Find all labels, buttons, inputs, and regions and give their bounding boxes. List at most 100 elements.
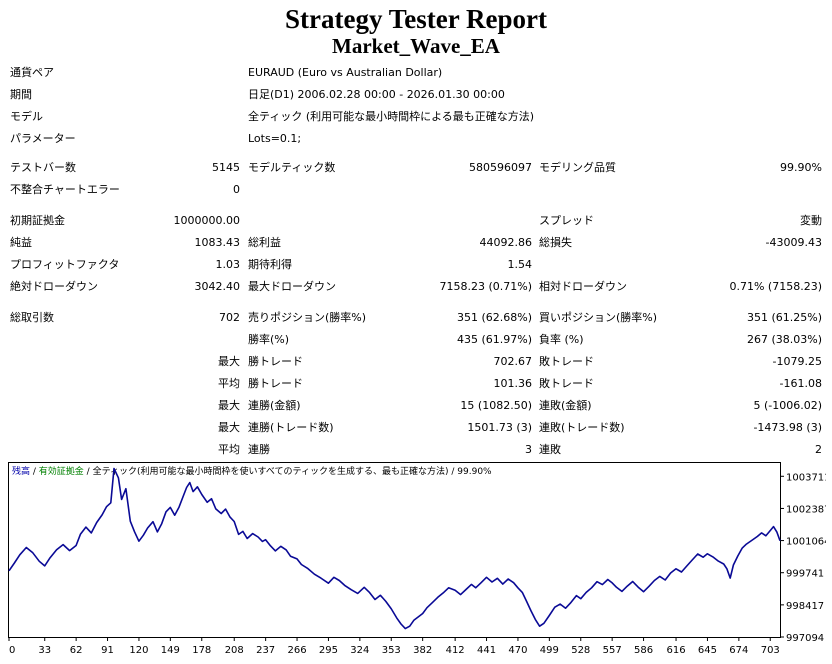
x-tick-label: 353 [382,645,401,656]
x-tick-label: 674 [729,645,748,656]
absolute-drawdown-value: 3042.40 [194,280,241,293]
x-tick-label: 586 [634,645,653,656]
maximal-label: 最大 [218,421,240,434]
x-tick-label: 324 [350,645,369,656]
average-consecutive-label: 平均 [218,443,240,456]
balance-chart-svg: 残高 / 有効証拠金 / 全ティック(利用可能な最小時間枠を使いすべてのティック… [8,462,831,656]
model-value: 全ティック (利用可能な最小時間枠による最も正確な方法) [248,110,535,123]
long-positions-label: 買いポジション(勝率%) [539,311,658,324]
initial-deposit-label: 初期証拠金 [10,214,65,227]
chart-legend: 残高 / 有効証拠金 / 全ティック(利用可能な最小時間枠を使いすべてのティック… [12,465,492,477]
x-tick-label: 470 [508,645,527,656]
legend-model: 全ティック(利用可能な最小時間枠を使いすべてのティックを生成する、最も正確な方法… [93,465,449,477]
ticks-label: モデルティック数 [248,161,336,174]
x-tick-label: 382 [413,645,432,656]
profit-factor-value: 1.03 [215,258,241,271]
ticks-value: 580596097 [469,161,532,174]
maximal-drawdown-value: 7158.23 (0.71%) [439,280,532,293]
x-tick-label: 412 [446,645,465,656]
plot-frame [8,462,781,638]
largest-label: 最大 [218,355,240,368]
period-label: 期間 [10,88,32,101]
x-tick-label: 62 [70,645,83,656]
model-label: モデル [10,110,43,123]
average-consecutive-losses-label: 連敗 [539,443,561,456]
symbol-value: EURAUD (Euro vs Australian Dollar) [248,66,443,79]
legend-quality: 99.90% [457,467,492,477]
profit-factor-label: プロフィットファクタ [10,258,120,271]
x-tick-label: 295 [319,645,338,656]
x-tick-label: 645 [698,645,717,656]
modeling-quality-value: 99.90% [780,161,822,174]
spread-label: スプレッド [539,214,594,227]
largest-profit-trade-value: 702.67 [493,355,533,368]
largest-loss-trade-value: -1079.25 [772,355,822,368]
x-tick-label: 0 [9,645,15,656]
y-tick-label: 997094 [786,633,824,644]
x-tick-label: 557 [603,645,622,656]
mismatch-errors-value: 0 [233,183,240,196]
x-tick-label: 528 [571,645,590,656]
x-tick-label: 208 [225,645,244,656]
largest-loss-trade-label: 敗トレード [539,355,594,368]
average-consecutive-losses-value: 2 [815,443,822,456]
maximal-consecutive-profit-value: 1501.73 (3) [467,421,532,434]
net-profit-value: 1083.43 [194,236,241,249]
average-profit-trade-label: 勝トレード [248,377,303,390]
average-consecutive-wins-label: 連勝 [248,443,270,456]
relative-drawdown-label: 相対ドローダウン [539,280,627,293]
net-profit-label: 純益 [10,236,32,249]
loss-trades-label: 負率 (%) [539,333,584,346]
x-tick-label: 149 [161,645,180,656]
max-consecutive-wins-money-value: 15 (1082.50) [460,399,532,412]
symbol-label: 通貨ペア [10,66,54,79]
y-tick-label: 1001064 [786,537,826,548]
short-positions-label: 売りポジション(勝率%) [248,311,367,324]
balance-line [8,467,781,630]
x-tick-label: 237 [256,645,275,656]
x-tick-label: 616 [666,645,685,656]
gross-profit-label: 総利益 [248,236,281,249]
x-tick-label: 120 [129,645,148,656]
legend-balance: 残高 [12,465,30,477]
gross-loss-label: 総損失 [539,236,572,249]
gross-profit-value: 44092.86 [479,236,533,249]
bars-label: テストバー数 [10,161,76,174]
largest-profit-trade-label: 勝トレード [248,355,303,368]
spread-value: 変動 [800,214,822,227]
loss-trades-value: 267 (38.03%) [746,333,822,346]
max-consecutive-losses-money-label: 連敗(金額) [539,399,592,412]
mismatch-errors-label: 不整合チャートエラー [10,183,120,196]
x-tick-label: 91 [101,645,114,656]
relative-drawdown-value: 0.71% (7158.23) [729,280,822,293]
x-tick-label: 178 [192,645,211,656]
x-tick-label: 441 [477,645,496,656]
average-loss-trade-value: -161.08 [779,377,822,390]
average-loss-trade-label: 敗トレード [539,377,594,390]
average-label: 平均 [218,377,240,390]
x-tick-label: 33 [38,645,51,656]
modeling-quality-label: モデリング品質 [539,161,616,174]
expected-payoff-value: 1.54 [507,258,533,271]
max-consecutive-wins-money-label: 連勝(金額) [248,399,301,412]
legend-separator: / [84,467,93,477]
x-tick-label: 499 [540,645,559,656]
profit-trades-value: 435 (61.97%) [456,333,532,346]
total-trades-label: 総取引数 [10,311,54,324]
parameters-value: Lots=0.1; [248,132,302,145]
balance-chart: 残高 / 有効証拠金 / 全ティック(利用可能な最小時間枠を使いすべてのティック… [8,462,831,658]
total-trades-value: 702 [219,311,240,324]
maximal-drawdown-label: 最大ドローダウン [248,280,336,293]
long-positions-value: 351 (61.25%) [746,311,822,324]
expert-name: Market_Wave_EA [332,34,500,58]
x-tick-label: 703 [761,645,780,656]
y-tick-label: 998417 [786,601,824,612]
report-title: Strategy Tester Report [285,4,547,34]
legend-separator: / [30,467,39,477]
expected-payoff-label: 期待利得 [248,258,292,271]
x-axis: 0 33 62 91 120 149 178 208 237 266 295 324 353 382 412… [8,637,780,656]
maximum-label: 最大 [218,399,240,412]
average-profit-trade-value: 101.36 [493,377,533,390]
